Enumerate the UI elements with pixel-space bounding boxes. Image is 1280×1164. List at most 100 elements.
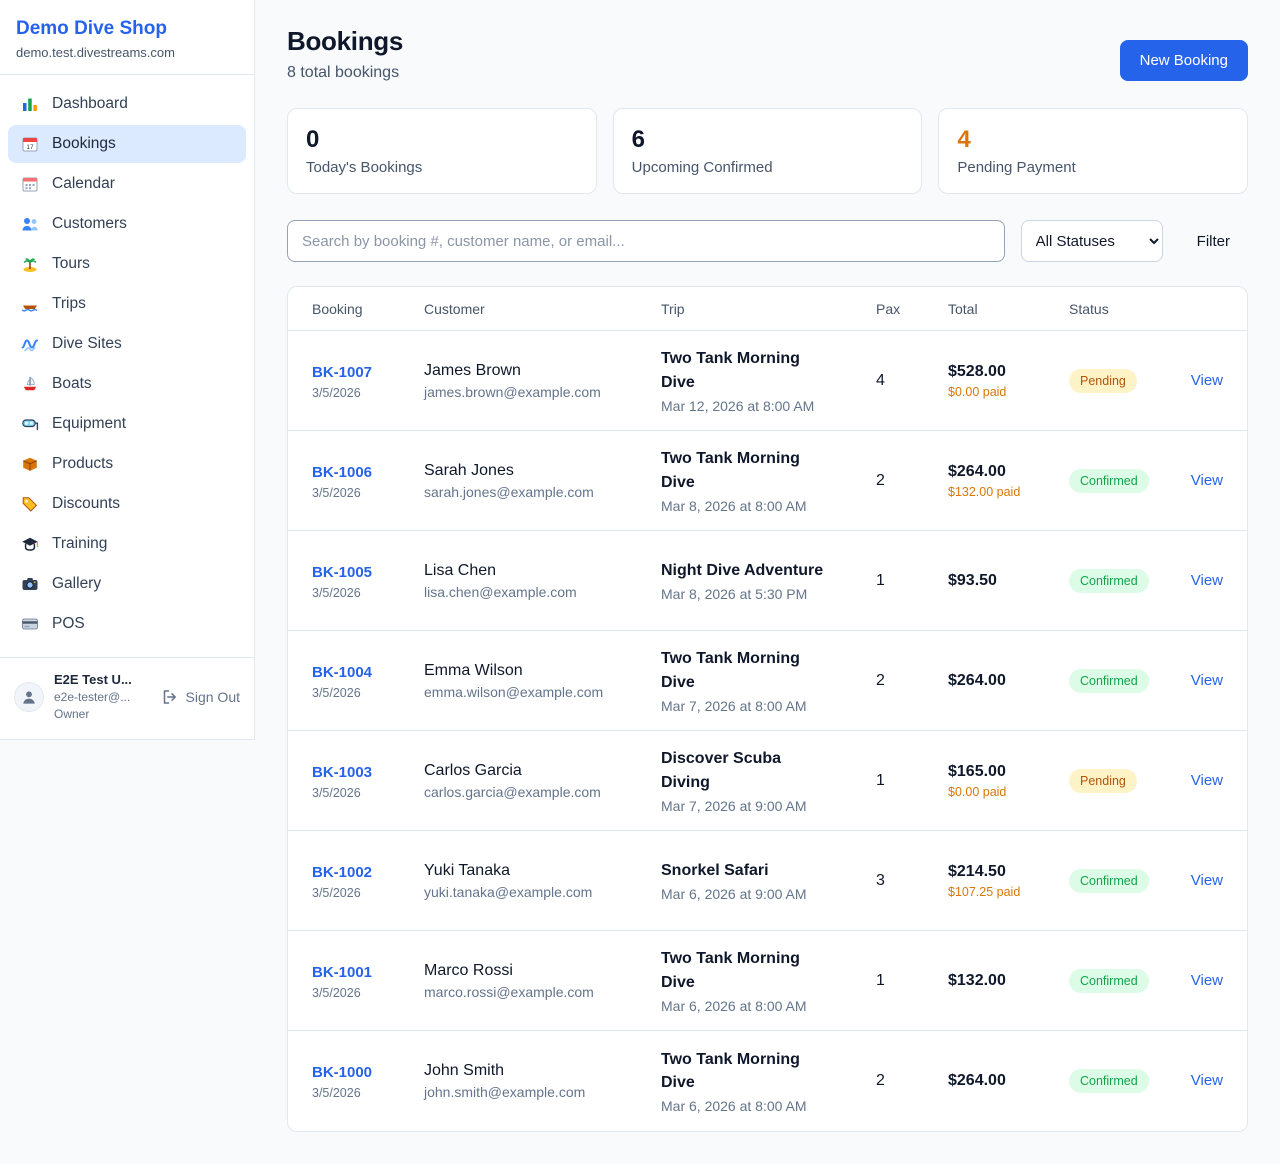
booking-link[interactable]: BK-1002 (312, 863, 373, 881)
booking-link[interactable]: BK-1001 (312, 963, 373, 981)
total-paid: $107.25 paid (948, 884, 1021, 899)
view-cell: View (1189, 1072, 1223, 1090)
sidebar-nav: Dashboard 17 Bookings Calendar Customers (0, 75, 254, 649)
booking-link[interactable]: BK-1006 (312, 463, 373, 481)
booking-link[interactable]: BK-1003 (312, 763, 373, 781)
status-cell: Pending (1069, 368, 1189, 393)
equipment-icon (20, 415, 40, 433)
filter-button[interactable]: Filter (1179, 233, 1248, 250)
booking-date: 3/5/2026 (312, 685, 361, 700)
view-link[interactable]: View (1190, 371, 1223, 389)
view-link[interactable]: View (1190, 871, 1223, 889)
total-amount: $264.00 (948, 1072, 1006, 1089)
customer-cell: John Smith john.smith@example.com (424, 1062, 661, 1100)
status-cell: Pending (1069, 768, 1189, 793)
customer-email: emma.wilson@example.com (424, 683, 604, 700)
status-cell: Confirmed (1069, 1069, 1189, 1093)
column-header: Pax (876, 300, 901, 317)
stat-value: 6 (631, 126, 646, 153)
trip-date: Mar 8, 2026 at 5:30 PM (661, 586, 808, 603)
trip-cell: Discover Scuba Diving Mar 7, 2026 at 9:0… (661, 747, 876, 813)
booking-link[interactable]: BK-1005 (312, 563, 373, 581)
sidebar-item[interactable]: 17 Bookings (8, 125, 246, 163)
customer-name: Emma Wilson (424, 661, 523, 679)
customer-email: james.brown@example.com (424, 383, 601, 400)
account-section: E2E Test U... e2e-tester@... Owner Sign … (0, 657, 254, 739)
sidebar-item[interactable]: Dashboard (8, 85, 246, 123)
booking-date: 3/5/2026 (312, 585, 361, 600)
sidebar-item[interactable]: Dive Sites (8, 325, 246, 363)
sign-out-label: Sign Out (185, 688, 240, 705)
customer-name: Marco Rossi (424, 961, 513, 979)
booking-cell: BK-1005 3/5/2026 (312, 562, 424, 600)
total-cell: $264.00 $132.00 paid (948, 463, 1069, 499)
bookings-icon: 17 (20, 135, 40, 153)
sidebar-item[interactable]: Products (8, 445, 246, 483)
sidebar-item-label: Tours (52, 255, 90, 272)
booking-date: 3/5/2026 (312, 785, 361, 800)
sidebar-item[interactable]: Gallery (8, 565, 246, 603)
total-amount: $528.00 (948, 362, 1006, 380)
table-row: BK-1006 3/5/2026 Sarah Jones sarah.jones… (288, 431, 1247, 531)
pax-cell: 4 (876, 371, 885, 389)
sidebar-item[interactable]: Training (8, 525, 246, 563)
customer-email: yuki.tanaka@example.com (424, 883, 593, 900)
trip-name: Two Tank Morning Dive (661, 1050, 800, 1091)
view-cell: View (1189, 372, 1223, 390)
sidebar-item[interactable]: Equipment (8, 405, 246, 443)
sidebar-item[interactable]: Trips (8, 285, 246, 323)
sidebar-item[interactable]: POS (8, 605, 246, 643)
status-badge: Pending (1069, 368, 1137, 393)
pax-cell: 2 (876, 671, 885, 689)
sidebar-item[interactable]: Boats (8, 365, 246, 403)
total-paid: $0.00 paid (948, 784, 1007, 799)
view-link[interactable]: View (1190, 571, 1223, 589)
booking-date: 3/5/2026 (312, 485, 361, 500)
status-badge: Confirmed (1069, 668, 1149, 693)
view-link[interactable]: View (1190, 971, 1223, 989)
customer-cell: Sarah Jones sarah.jones@example.com (424, 462, 661, 500)
stat-card: 6 Upcoming Confirmed (612, 108, 923, 194)
brand-name: Demo Dive Shop (16, 18, 167, 39)
sidebar-item[interactable]: Tours (8, 245, 246, 283)
sidebar-item-label: Boats (52, 375, 92, 392)
sidebar-item[interactable]: Discounts (8, 485, 246, 523)
stat-label: Pending Payment (957, 159, 1076, 176)
booking-link[interactable]: BK-1000 (312, 1064, 373, 1081)
user-icon (14, 681, 44, 712)
status-cell: Confirmed (1069, 468, 1189, 493)
total-cell: $165.00 $0.00 paid (948, 763, 1069, 799)
booking-link[interactable]: BK-1007 (312, 363, 373, 381)
booking-cell: BK-1004 3/5/2026 (312, 662, 424, 700)
booking-cell: BK-1007 3/5/2026 (312, 362, 424, 400)
new-booking-button[interactable]: New Booking (1119, 40, 1248, 81)
sidebar-item-label: Equipment (52, 415, 127, 432)
dive-sites-icon (20, 335, 40, 353)
view-link[interactable]: View (1190, 671, 1223, 689)
search-input[interactable] (287, 220, 1005, 262)
customer-cell: James Brown james.brown@example.com (424, 362, 661, 400)
view-cell: View (1189, 472, 1223, 490)
table-body: BK-1007 3/5/2026 James Brown james.brown… (288, 331, 1247, 1131)
sidebar-item[interactable]: Customers (8, 205, 246, 243)
discounts-icon (20, 495, 40, 513)
view-cell: View (1189, 672, 1223, 690)
customer-cell: Lisa Chen lisa.chen@example.com (424, 562, 661, 600)
sign-out-button[interactable]: Sign Out (160, 688, 240, 706)
training-icon (20, 535, 40, 553)
total-cell: $93.50 (948, 572, 1069, 590)
sidebar-item-label: Bookings (52, 135, 116, 152)
view-link[interactable]: View (1190, 1072, 1223, 1089)
brand: Demo Dive Shop demo.test.divestreams.com (0, 0, 254, 75)
booking-link[interactable]: BK-1004 (312, 663, 373, 681)
sidebar-item-label: Customers (52, 215, 127, 232)
total-cell: $214.50 $107.25 paid (948, 863, 1069, 899)
pax-cell: 3 (876, 871, 885, 889)
stat-card: 4 Pending Payment (938, 108, 1249, 194)
view-link[interactable]: View (1190, 771, 1223, 789)
sidebar-item[interactable]: Calendar (8, 165, 246, 203)
view-link[interactable]: View (1190, 471, 1223, 489)
bookings-table: Booking Customer Trip Pax Total Status (287, 286, 1248, 1132)
status-filter-select[interactable]: All Statuses (1020, 220, 1163, 262)
total-cell: $528.00 $0.00 paid (948, 363, 1069, 399)
